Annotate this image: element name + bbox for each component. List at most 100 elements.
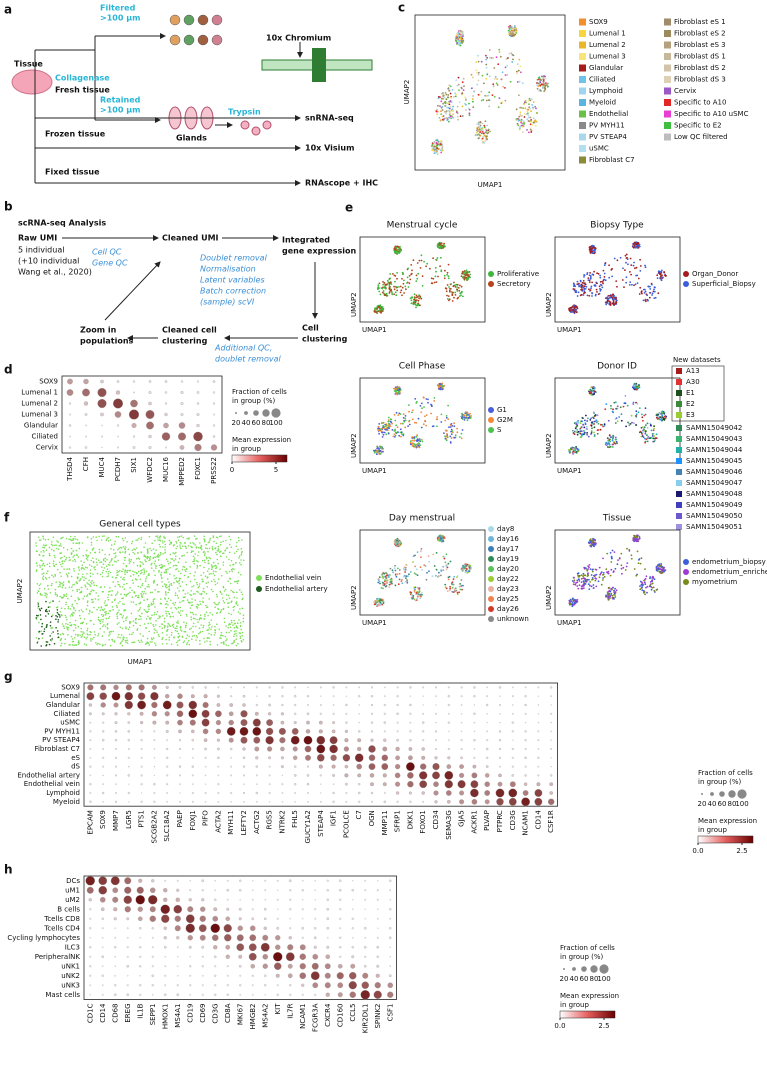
umap-point — [589, 252, 592, 254]
umap-point — [384, 294, 387, 297]
dot — [164, 984, 167, 987]
dot — [189, 984, 192, 987]
umap-point — [614, 591, 617, 593]
umap-point — [629, 257, 632, 260]
umap-point — [471, 98, 474, 100]
umap-point — [186, 599, 189, 601]
umap-point — [572, 311, 574, 313]
dot — [215, 710, 222, 718]
dot — [256, 801, 258, 803]
umap-point — [436, 108, 438, 111]
label: doublet removal — [215, 355, 281, 364]
dot — [139, 927, 142, 930]
umap-point — [162, 553, 164, 555]
umap-point — [574, 451, 576, 453]
umap-point — [203, 591, 206, 593]
label: 20 — [560, 975, 569, 983]
dot — [217, 800, 220, 803]
umap-point — [641, 431, 644, 434]
label: SAMN15049043 — [686, 435, 742, 443]
umap-point — [440, 537, 442, 540]
label: WFDC2 — [146, 457, 154, 483]
umap-point — [608, 264, 610, 267]
umap-point — [164, 585, 167, 588]
dot — [161, 914, 170, 923]
umap-point — [155, 629, 157, 632]
umap-point — [453, 296, 455, 299]
label: Lumenal 3 — [21, 411, 58, 419]
dot — [132, 446, 136, 449]
umap-point — [572, 603, 575, 606]
umap-point — [449, 435, 452, 438]
dot — [356, 763, 363, 770]
dot — [389, 879, 392, 882]
dot — [460, 748, 463, 750]
umap-point — [636, 387, 639, 389]
umap-point — [486, 130, 489, 133]
dot — [470, 780, 479, 789]
dot — [457, 780, 466, 789]
umap-point — [381, 291, 384, 294]
label: NCAM1 — [522, 810, 530, 835]
umap-point — [657, 416, 660, 418]
umap-point — [486, 138, 488, 140]
dot — [265, 736, 274, 745]
umap-point — [456, 575, 459, 577]
label: in group (%) — [698, 778, 742, 786]
dot — [280, 720, 285, 725]
umap-point — [584, 283, 587, 286]
umap-point — [385, 572, 387, 574]
umap-point — [518, 80, 521, 83]
dot — [377, 880, 379, 882]
umap-point — [459, 34, 462, 37]
umap-point — [440, 421, 443, 423]
umap-point — [522, 107, 524, 110]
umap-point — [611, 439, 614, 442]
umap-point — [506, 64, 508, 67]
umap-point — [599, 281, 602, 283]
umap-point — [169, 567, 171, 569]
label: Cleaned cell — [162, 326, 217, 335]
dot — [68, 424, 72, 427]
dot — [268, 801, 271, 803]
umap-point — [515, 108, 518, 111]
umap-point — [585, 414, 587, 417]
umap-point — [388, 586, 391, 588]
umap-point — [388, 284, 391, 286]
umap-frame — [359, 529, 486, 616]
dot — [189, 880, 191, 882]
umap-point — [547, 82, 549, 85]
umap-point — [382, 281, 384, 283]
umap-point — [413, 421, 416, 424]
umap-point — [583, 274, 586, 277]
dot — [434, 730, 438, 733]
umap-point — [462, 38, 465, 41]
umap-point — [580, 574, 583, 576]
umap-point — [402, 417, 405, 419]
dot — [331, 764, 336, 769]
umap-point — [378, 580, 381, 583]
umap-point — [574, 602, 576, 605]
umap-point — [580, 288, 582, 291]
umap-point — [462, 40, 464, 43]
dot — [251, 984, 254, 987]
umap-point — [177, 536, 179, 538]
umap-point — [653, 435, 656, 437]
dot — [164, 402, 168, 405]
umap-point — [504, 74, 507, 76]
umap-point — [594, 420, 596, 423]
dot — [524, 730, 527, 733]
dot — [127, 791, 130, 795]
umap-point — [457, 41, 460, 44]
umap-point — [176, 625, 178, 627]
umap-point — [384, 585, 387, 588]
umap-point — [576, 600, 579, 603]
dot — [216, 703, 221, 707]
umap-point — [461, 588, 463, 591]
umap-point — [438, 386, 440, 389]
dot — [189, 956, 191, 958]
umap-point — [589, 250, 592, 253]
dot — [351, 889, 354, 892]
dot — [351, 917, 354, 920]
umap-point — [469, 564, 472, 567]
